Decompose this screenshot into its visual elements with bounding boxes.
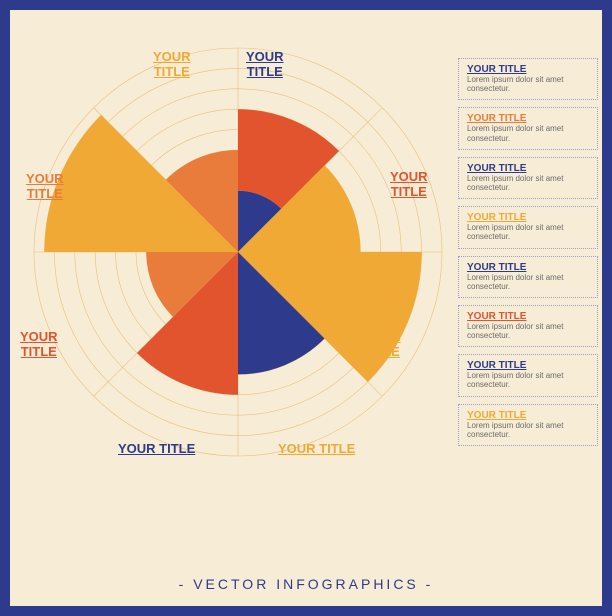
legend-card: YOUR TITLELorem ipsum dolor sit amet con… bbox=[458, 305, 598, 347]
legend-card-title: YOUR TITLE bbox=[467, 163, 589, 174]
polar-chart: YOUR TITLEYOUR TITLEYOUR TITLEYOUR TITLE… bbox=[28, 42, 448, 462]
legend-card-body: Lorem ipsum dolor sit amet consectetur. bbox=[467, 75, 589, 93]
legend-card-title: YOUR TITLE bbox=[467, 360, 589, 371]
legend-card-body: Lorem ipsum dolor sit amet consectetur. bbox=[467, 174, 589, 192]
legend-card-body: Lorem ipsum dolor sit amet consectetur. bbox=[467, 273, 589, 291]
legend-card-body: Lorem ipsum dolor sit amet consectetur. bbox=[467, 124, 589, 142]
legend-card: YOUR TITLELorem ipsum dolor sit amet con… bbox=[458, 256, 598, 298]
legend-card-body: Lorem ipsum dolor sit amet consectetur. bbox=[467, 421, 589, 439]
footer-title: - VECTOR INFOGRAPHICS - bbox=[179, 576, 434, 592]
legend-card-title: YOUR TITLE bbox=[467, 212, 589, 223]
legend-card-title: YOUR TITLE bbox=[467, 262, 589, 273]
infographic-canvas: YOUR TITLEYOUR TITLEYOUR TITLEYOUR TITLE… bbox=[10, 10, 602, 606]
legend-card: YOUR TITLELorem ipsum dolor sit amet con… bbox=[458, 58, 598, 100]
legend-card: YOUR TITLELorem ipsum dolor sit amet con… bbox=[458, 354, 598, 396]
legend-card: YOUR TITLELorem ipsum dolor sit amet con… bbox=[458, 107, 598, 149]
legend-card-title: YOUR TITLE bbox=[467, 64, 589, 75]
legend-card: YOUR TITLELorem ipsum dolor sit amet con… bbox=[458, 157, 598, 199]
legend-card: YOUR TITLELorem ipsum dolor sit amet con… bbox=[458, 206, 598, 248]
polar-chart-svg bbox=[28, 42, 448, 462]
legend-card-title: YOUR TITLE bbox=[467, 410, 589, 421]
legend-panel: YOUR TITLELorem ipsum dolor sit amet con… bbox=[458, 58, 598, 446]
legend-card-title: YOUR TITLE bbox=[467, 113, 589, 124]
legend-card-body: Lorem ipsum dolor sit amet consectetur. bbox=[467, 371, 589, 389]
legend-card-body: Lorem ipsum dolor sit amet consectetur. bbox=[467, 223, 589, 241]
legend-card: YOUR TITLELorem ipsum dolor sit amet con… bbox=[458, 404, 598, 446]
infographic-frame: YOUR TITLEYOUR TITLEYOUR TITLEYOUR TITLE… bbox=[0, 0, 612, 616]
legend-card-title: YOUR TITLE bbox=[467, 311, 589, 322]
legend-card-body: Lorem ipsum dolor sit amet consectetur. bbox=[467, 322, 589, 340]
